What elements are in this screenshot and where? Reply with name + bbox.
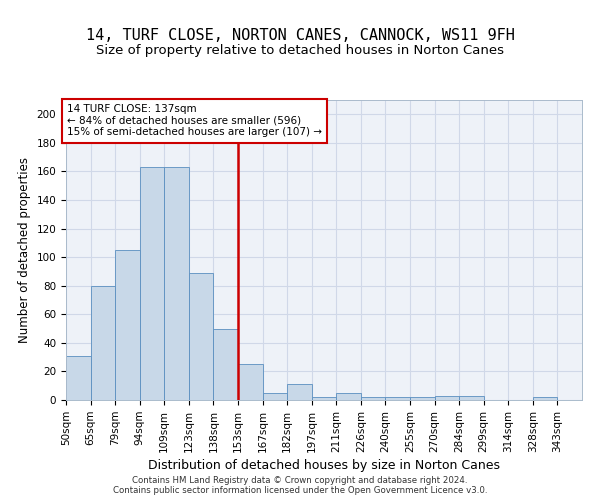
Bar	[214, 328, 238, 400]
Text: 14, TURF CLOSE, NORTON CANES, CANNOCK, WS11 9FH: 14, TURF CLOSE, NORTON CANES, CANNOCK, W…	[86, 28, 514, 42]
Text: 14 TURF CLOSE: 137sqm
← 84% of detached houses are smaller (596)
15% of semi-det: 14 TURF CLOSE: 137sqm ← 84% of detached …	[67, 104, 322, 138]
Bar	[385, 397, 410, 400]
Bar	[91, 286, 115, 400]
X-axis label: Distribution of detached houses by size in Norton Canes: Distribution of detached houses by size …	[148, 459, 500, 472]
Bar	[361, 397, 385, 400]
Bar	[66, 356, 91, 400]
Bar	[287, 384, 312, 400]
Bar	[263, 393, 287, 400]
Bar	[434, 396, 459, 400]
Bar	[410, 397, 434, 400]
Bar	[459, 396, 484, 400]
Bar	[140, 167, 164, 400]
Bar	[164, 167, 189, 400]
Bar	[189, 273, 214, 400]
Bar	[336, 393, 361, 400]
Bar	[115, 250, 140, 400]
Bar	[238, 364, 263, 400]
Bar	[312, 397, 336, 400]
Bar	[533, 397, 557, 400]
Y-axis label: Number of detached properties: Number of detached properties	[18, 157, 31, 343]
Text: Size of property relative to detached houses in Norton Canes: Size of property relative to detached ho…	[96, 44, 504, 57]
Text: Contains HM Land Registry data © Crown copyright and database right 2024.
Contai: Contains HM Land Registry data © Crown c…	[113, 476, 487, 495]
